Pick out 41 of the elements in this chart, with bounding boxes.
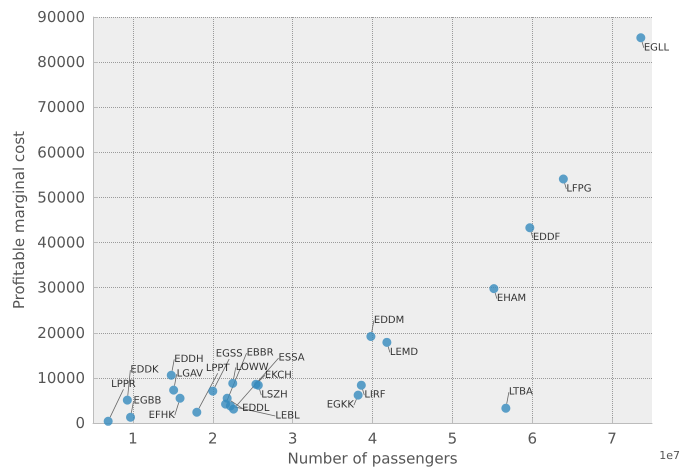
annotation: EDDF bbox=[532, 232, 561, 244]
annotation: EKCH bbox=[264, 370, 292, 381]
x-tick-label: 7 bbox=[607, 430, 617, 448]
annotation: LSZH bbox=[261, 390, 288, 401]
x-tick-label: 6 bbox=[527, 430, 537, 448]
annotation: LGAV bbox=[176, 368, 204, 380]
annotation: EDDH bbox=[174, 354, 204, 365]
annotation: EBBR bbox=[246, 348, 274, 359]
y-tick-label: 80000 bbox=[37, 53, 85, 72]
annotation: LFPG bbox=[566, 183, 592, 194]
y-tick-label: 0 bbox=[75, 414, 85, 432]
annotation: LIRF bbox=[364, 390, 386, 401]
x-tick-label: 5 bbox=[448, 430, 458, 448]
annotation: LEBL bbox=[275, 410, 300, 422]
annotation: ESSA bbox=[278, 352, 305, 364]
y-tick-label: 20000 bbox=[37, 324, 85, 342]
y-tick-label: 40000 bbox=[37, 234, 85, 252]
y-axis-title: Profitable marginal cost bbox=[10, 130, 28, 310]
y-tick-label: 90000 bbox=[37, 8, 85, 26]
x-tick-label: 3 bbox=[288, 430, 298, 448]
y-tick-label: 10000 bbox=[37, 368, 85, 387]
x-axis-title: Number of passengers bbox=[287, 450, 458, 468]
annotation: EDDL bbox=[242, 402, 270, 414]
annotation: EHAM bbox=[496, 293, 526, 304]
annotation: LTBA bbox=[508, 386, 534, 398]
y-tick-label: 30000 bbox=[37, 278, 85, 297]
annotation: EFHK bbox=[148, 410, 176, 421]
y-tick-label: 70000 bbox=[37, 98, 85, 116]
annotation: LEMD bbox=[390, 346, 418, 358]
annotation: EGLL bbox=[644, 42, 670, 54]
text: 1e7 bbox=[659, 449, 680, 462]
x-tick-label: 2 bbox=[208, 430, 218, 448]
annotation: EGKK bbox=[326, 400, 354, 411]
x-tick-label: 1 bbox=[128, 430, 138, 448]
annotation: EGSS bbox=[216, 348, 243, 360]
annotation: EGBB bbox=[134, 396, 162, 407]
annotation: EDDM bbox=[374, 314, 404, 326]
x-tick-label: 4 bbox=[368, 430, 378, 448]
annotation: EDDK bbox=[130, 364, 160, 376]
y-tick-label: 50000 bbox=[37, 188, 85, 206]
y-tick-label: 60000 bbox=[37, 143, 85, 162]
